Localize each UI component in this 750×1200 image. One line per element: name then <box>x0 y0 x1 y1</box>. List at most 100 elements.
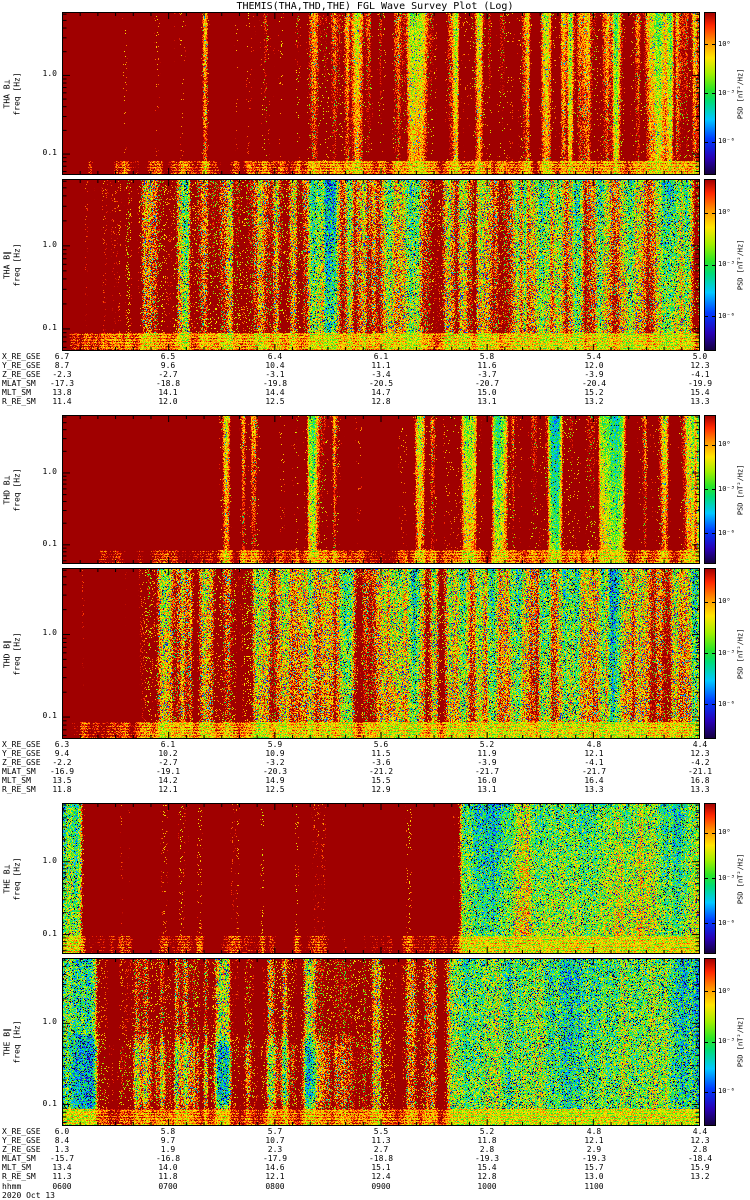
ephemeris-value: 8.4 <box>54 1136 70 1145</box>
colorbar-tick-label: 10⁻³ <box>718 1037 735 1045</box>
ephemeris-value: 15.2 <box>584 388 604 397</box>
ephemeris-value: 12.0 <box>584 361 604 370</box>
ephemeris-value: -20.3 <box>262 767 288 776</box>
ephemeris-value: -18.4 <box>687 1154 713 1163</box>
ephemeris-row-label: Z_RE_GSE <box>2 370 41 379</box>
ephemeris-row-label: X_RE_GSE <box>2 352 41 361</box>
colorbar-tha-bperp <box>704 12 716 175</box>
time-tick-label: 0600 <box>52 1182 72 1191</box>
freq-tick-label: 1.0 <box>42 69 57 78</box>
ephemeris-value: 4.8 <box>586 1127 602 1136</box>
freq-tick-label: 0.1 <box>42 1099 57 1108</box>
ephemeris-value: 10.7 <box>265 1136 285 1145</box>
ephemeris-value: 12.3 <box>690 361 710 370</box>
colorbar-tick-label: 10⁻⁶ <box>718 529 735 537</box>
ephemeris-value: 14.2 <box>158 776 178 785</box>
ephemeris-value: 12.3 <box>690 749 710 758</box>
ephemeris-value: 5.8 <box>160 1127 176 1136</box>
colorbar-tick-label: 10⁻⁶ <box>718 700 735 708</box>
ephemeris-value: 14.1 <box>158 388 178 397</box>
ephemeris-value: 15.4 <box>690 388 710 397</box>
ephemeris-value: 15.0 <box>477 388 497 397</box>
colorbar-tick-label: 10⁻³ <box>718 89 735 97</box>
psd-axis-label-text: PSD [nT²/Hz] <box>736 1016 745 1068</box>
ephemeris-value: 14.9 <box>265 776 285 785</box>
ephemeris-value: -3.6 <box>371 758 391 767</box>
ephemeris-value: -15.7 <box>49 1154 75 1163</box>
ephemeris-row-label: Z_RE_GSE <box>2 1145 41 1154</box>
colorbar-tick-label: 10⁰ <box>718 440 731 448</box>
ephemeris-value: 5.7 <box>267 1127 283 1136</box>
ephemeris-value: 13.2 <box>690 1172 710 1181</box>
ephemeris-value: 5.0 <box>692 352 708 361</box>
colorbar-tick-label: 10⁰ <box>718 208 731 216</box>
ephemeris-value: 12.8 <box>477 1172 497 1181</box>
ephemeris-value: 1.9 <box>160 1145 176 1154</box>
panel-id-label: THA B∥ <box>3 250 13 280</box>
freq-tick-label: 0.1 <box>42 148 57 157</box>
psd-axis-label: PSD [nT²/Hz] <box>733 958 750 1126</box>
ephemeris-value: -18.8 <box>368 1154 394 1163</box>
ephemeris-value: -19.9 <box>687 379 713 388</box>
freq-tick-label: 0.1 <box>42 323 57 332</box>
ephemeris-value: -21.7 <box>474 767 500 776</box>
freq-axis-label: freq [Hz] <box>13 856 23 901</box>
freq-axis-label: freq [Hz] <box>13 631 23 676</box>
time-tick-label: 0900 <box>371 1182 391 1191</box>
ephemeris-value: 14.0 <box>158 1163 178 1172</box>
y-axis-label-text: THD B∥ freq [Hz] <box>3 632 23 675</box>
ephemeris-value: 2.9 <box>586 1145 602 1154</box>
ephemeris-value: 6.4 <box>267 352 283 361</box>
ephemeris-value: 4.4 <box>692 1127 708 1136</box>
ephemeris-value: -3.9 <box>584 370 604 379</box>
ephemeris-value: 13.4 <box>52 1163 72 1172</box>
colorbar-tick-label: 10⁻⁶ <box>718 1087 735 1095</box>
ephemeris-value: -21.7 <box>581 767 607 776</box>
ephemeris-value: -18.8 <box>155 379 181 388</box>
ephemeris-value: -3.4 <box>371 370 391 379</box>
ephemeris-value: 16.8 <box>690 776 710 785</box>
colorbar-tick-label: 10⁻³ <box>718 485 735 493</box>
ephemeris-row-label: MLT_SM <box>2 388 31 397</box>
ephemeris-value: 12.1 <box>158 785 178 794</box>
psd-axis-label-text: PSD [nT²/Hz] <box>736 68 745 119</box>
y-axis-label-text: THE B⊥ freq [Hz] <box>3 857 23 900</box>
ephemeris-value: -4.2 <box>690 758 710 767</box>
colorbar-tick-label: 10⁰ <box>718 987 731 995</box>
ephemeris-row-label: Y_RE_GSE <box>2 1136 41 1145</box>
ephemeris-value: 5.4 <box>586 352 602 361</box>
time-tick-label: 0700 <box>158 1182 178 1191</box>
ephemeris-row-label: MLT_SM <box>2 776 31 785</box>
ephemeris-value: -17.3 <box>49 379 75 388</box>
y-axis-label-text: THA B∥ freq [Hz] <box>3 243 23 286</box>
time-tick-label: 1100 <box>584 1182 604 1191</box>
psd-axis-label-text: PSD [nT²/Hz] <box>736 464 745 515</box>
ephemeris-value: 13.3 <box>690 785 710 794</box>
ephemeris-value: -19.3 <box>581 1154 607 1163</box>
ephemeris-value: 6.0 <box>54 1127 70 1136</box>
ephemeris-value: 5.2 <box>479 740 495 749</box>
date-label: 2020 Oct 13 <box>2 1191 55 1200</box>
ephemeris-value: -4.1 <box>584 758 604 767</box>
ephemeris-value: 6.7 <box>54 352 70 361</box>
ephemeris-value: 6.1 <box>160 740 176 749</box>
freq-tick-label: 1.0 <box>42 628 57 637</box>
ephemeris-value: -19.1 <box>155 767 181 776</box>
ephemeris-value: -17.9 <box>262 1154 288 1163</box>
ephemeris-value: 13.5 <box>52 776 72 785</box>
ephemeris-value: 2.3 <box>267 1145 283 1154</box>
ephemeris-value: 10.9 <box>265 749 285 758</box>
ephemeris-value: 15.1 <box>371 1163 391 1172</box>
ephemeris-value: 13.1 <box>477 785 497 794</box>
freq-axis-label: freq [Hz] <box>13 467 23 512</box>
psd-axis-label: PSD [nT²/Hz] <box>733 179 750 351</box>
ephemeris-value: 15.7 <box>584 1163 604 1172</box>
colorbar-tick-label: 10⁻³ <box>718 649 735 657</box>
ephemeris-row-label: X_RE_GSE <box>2 1127 41 1136</box>
ephemeris-value: 5.2 <box>479 1127 495 1136</box>
ephemeris-value: -20.5 <box>368 379 394 388</box>
colorbar-tick-label: 10⁻⁶ <box>718 312 735 320</box>
colorbar-tick-label: 10⁻⁶ <box>718 919 735 927</box>
ephemeris-value: -4.1 <box>690 370 710 379</box>
ephemeris-value: 11.8 <box>52 785 72 794</box>
